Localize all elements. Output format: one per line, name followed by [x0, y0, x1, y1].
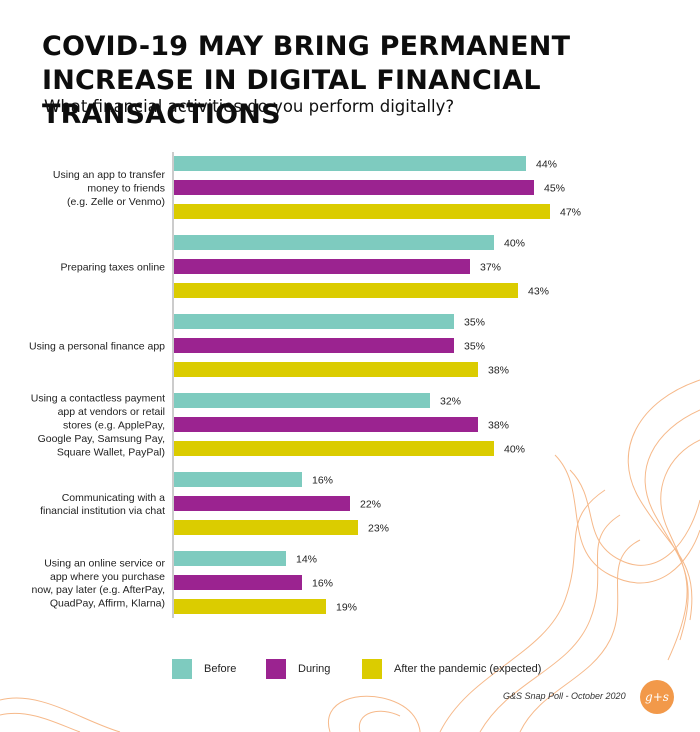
category-label-line: financial institution via chat — [40, 505, 165, 517]
bar-chart: Using an app to transfer money to friends… — [29, 152, 581, 618]
legend-swatch-during — [266, 659, 286, 679]
category-label: Using a contactless payment app at vendor… — [31, 393, 165, 459]
data-label-before: 35% — [464, 317, 485, 329]
data-label-after: 43% — [528, 286, 549, 298]
data-label-after: 47% — [560, 207, 581, 219]
category-label-line: Communicating with a — [62, 492, 165, 504]
category-label-line: app where you purchase — [50, 571, 165, 583]
legend-label-before: Before — [204, 663, 237, 675]
category-label: Using a personal finance app — [29, 341, 165, 353]
bar-before — [174, 551, 286, 566]
category-label: Using an online service or app where you … — [32, 557, 166, 609]
data-label-before: 40% — [504, 238, 525, 250]
data-label-during: 45% — [544, 183, 565, 195]
bar-during — [174, 338, 454, 353]
bar-after — [174, 204, 550, 219]
bar-after — [174, 441, 494, 456]
bar-after — [174, 283, 518, 298]
legend-label-after: After the pandemic (expected) — [394, 663, 542, 675]
data-label-during: 16% — [312, 578, 333, 590]
category-label-line: QuadPay, Affirm, Klarna) — [50, 598, 165, 610]
category-label-line: money to friends — [87, 183, 165, 195]
category-label-line: (e.g. Zelle or Venmo) — [67, 196, 165, 208]
bar-during — [174, 417, 478, 432]
data-label-during: 37% — [480, 262, 501, 274]
category-label-line: Using a personal finance app — [29, 341, 165, 353]
category-label-line: Preparing taxes online — [61, 262, 166, 274]
data-label-after: 40% — [504, 444, 525, 456]
data-label-after: 23% — [368, 523, 389, 535]
bar-before — [174, 314, 454, 329]
category-label-line: Using an online service or — [44, 557, 165, 569]
category-label-line: now, pay later (e.g. AfterPay, — [32, 584, 165, 596]
data-label-before: 32% — [440, 396, 461, 408]
bar-during — [174, 180, 534, 195]
bar-before — [174, 235, 494, 250]
data-label-before: 44% — [536, 159, 557, 171]
category-label: Using an app to transfer money to friends… — [53, 169, 166, 208]
data-label-after: 38% — [488, 365, 509, 377]
legend-item-after: After the pandemic (expected) — [362, 659, 541, 679]
legend-swatch-before — [172, 659, 192, 679]
category-label-line: Google Pay, Samsung Pay, — [38, 433, 165, 445]
category-label-line: app at vendors or retail — [58, 406, 165, 418]
legend-swatch-after — [362, 659, 382, 679]
gs-logo: g+s — [640, 680, 674, 714]
data-label-before: 14% — [296, 554, 317, 566]
bar-during — [174, 496, 350, 511]
chart-title: COVID-19 MAY BRING PERMANENT INCREASE IN… — [42, 31, 571, 130]
data-label-before: 16% — [312, 475, 333, 487]
bar-before — [174, 156, 526, 171]
legend-item-before: Before — [172, 659, 236, 679]
category-label-line: Square Wallet, PayPal) — [57, 446, 165, 458]
category-label: Preparing taxes online — [61, 262, 166, 274]
legend-item-during: During — [266, 659, 330, 679]
bar-during — [174, 575, 302, 590]
bar-before — [174, 472, 302, 487]
data-label-during: 22% — [360, 499, 381, 511]
data-label-after: 19% — [336, 602, 357, 614]
category-label-line: Using a contactless payment — [31, 393, 165, 405]
bar-after — [174, 362, 478, 377]
data-label-during: 35% — [464, 341, 485, 353]
bar-during — [174, 259, 470, 274]
category-label: Communicating with a financial institutio… — [40, 492, 165, 517]
bar-before — [174, 393, 430, 408]
legend-label-during: During — [298, 663, 331, 675]
chart-subtitle: What financial activities do you perform… — [44, 97, 455, 116]
data-label-during: 38% — [488, 420, 509, 432]
bar-after — [174, 599, 326, 614]
bar-after — [174, 520, 358, 535]
category-label-line: Using an app to transfer — [53, 169, 166, 181]
poll-credit: G&S Snap Poll - October 2020 — [503, 691, 626, 701]
category-label-line: stores (e.g. ApplePay, — [63, 420, 165, 432]
